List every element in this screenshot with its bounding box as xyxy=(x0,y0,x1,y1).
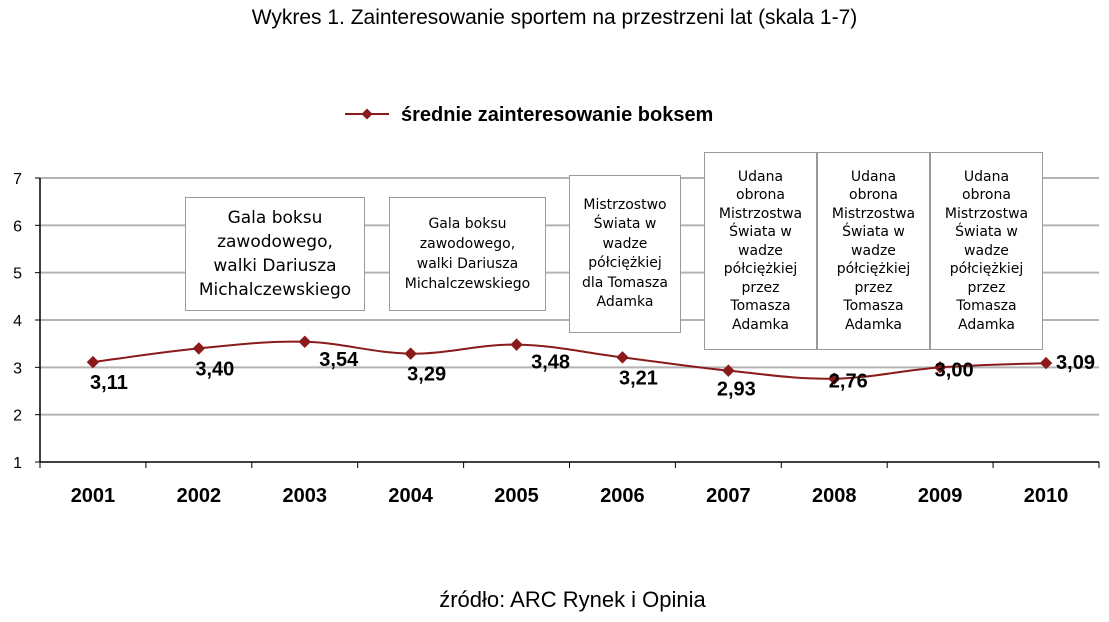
data-point xyxy=(616,351,629,364)
annotation-line: Mistrzostwa xyxy=(831,205,916,222)
annotation-box: Mistrzostwo Świata w wadze półciężkiej dla T… xyxy=(569,175,681,333)
x-tick-label: 2004 xyxy=(388,485,433,507)
annotation-box: Gala boksu zawodowego, walki Dariusza Micha… xyxy=(389,197,546,311)
annotation-text: Udana obrona Mistrzostwa Świata w wadze półci… xyxy=(719,168,802,335)
annotation-box: Udana obrona Mistrzostwa Świata w wadze półci… xyxy=(704,152,817,350)
annotation-line: Gala boksu xyxy=(428,216,507,232)
source-note: źródło: ARC Rynek i Opinia xyxy=(439,587,706,612)
annotation-line: półciężkiej xyxy=(723,261,798,278)
annotation-line: Udana xyxy=(737,168,784,185)
x-tick-label: 2009 xyxy=(918,485,963,507)
data-point xyxy=(510,338,523,351)
annotation-line: Świata w xyxy=(842,224,905,241)
x-tick-label: 2006 xyxy=(600,485,645,507)
y-tick-label: 3 xyxy=(13,360,22,377)
annotation-line: Świata w xyxy=(729,224,792,241)
annotation-line: obrona xyxy=(962,187,1011,204)
annotation-line: walki Dariusza xyxy=(213,256,337,276)
annotation-line: zawodowego, xyxy=(419,236,516,252)
annotation-line: przez xyxy=(741,279,780,296)
annotation-text: Gala boksu zawodowego, walki Dariusza Micha… xyxy=(405,214,530,294)
annotation-text: Udana obrona Mistrzostwa Świata w wadze półci… xyxy=(832,168,915,335)
data-point xyxy=(1039,356,1053,370)
annotation-line: Adamka xyxy=(596,294,654,310)
annotation-line: zawodowego, xyxy=(217,232,333,252)
annotation-line: obrona xyxy=(849,187,898,204)
x-tick-label: 2002 xyxy=(177,485,222,507)
annotation-line: Mistrzostwa xyxy=(944,205,1029,222)
annotation-line: Mistrzostwo xyxy=(583,196,667,213)
annotation-line: wadze xyxy=(851,242,896,259)
x-tick-label: 2007 xyxy=(706,485,751,507)
x-tick-label: 2001 xyxy=(71,485,116,507)
legend-marker xyxy=(361,108,373,120)
annotation-line: Świata w xyxy=(593,216,657,232)
axes: 1 2 3 4 5 6 7 2001 2002 2003 2004 2005 2006 2007 2008 2… xyxy=(13,171,1100,507)
y-tick-label: 1 xyxy=(13,455,22,472)
annotation-line: wadze xyxy=(964,242,1009,259)
annotation-line: obrona xyxy=(736,187,785,204)
x-tick-label: 2010 xyxy=(1024,485,1069,507)
x-tick-label: 2005 xyxy=(494,485,539,507)
annotation-line: walki Dariusza xyxy=(416,256,519,272)
annotation-line: półciężkiej xyxy=(836,261,911,278)
annotation-line: Udana xyxy=(850,168,897,185)
annotation-line: Adamka xyxy=(845,316,902,333)
data-point xyxy=(828,372,841,385)
data-point xyxy=(192,342,206,355)
x-tick-label: 2008 xyxy=(812,485,857,507)
series-line xyxy=(86,335,1053,385)
page-title: Wykres 1. Zainteresowanie sportem na prz… xyxy=(251,6,858,29)
annotation-text: Mistrzostwo Świata w wadze półciężkiej dla T… xyxy=(582,196,668,313)
data-point xyxy=(298,335,311,348)
annotation-line: Adamka xyxy=(732,316,789,333)
annotation-text: Udana obrona Mistrzostwa Świata w wadze półci… xyxy=(945,168,1028,335)
annotation-line: półciężkiej xyxy=(588,255,662,271)
annotation-line: Gala boksu xyxy=(227,208,323,228)
y-tick-label: 6 xyxy=(13,218,22,235)
annotation-line: półciężkiej xyxy=(949,261,1024,278)
data-point xyxy=(86,355,100,369)
annotation-line: dla Tomasza xyxy=(582,274,668,291)
annotation-line: Michalczewskiego xyxy=(198,280,352,300)
legend-label: średnie zainteresowanie boksem xyxy=(401,104,713,126)
data-point xyxy=(404,347,417,360)
annotation-box: Udana obrona Mistrzostwa Świata w wadze półci… xyxy=(817,152,930,350)
y-tick-label: 4 xyxy=(13,313,22,330)
y-tick-label: 7 xyxy=(13,171,22,188)
annotation-line: przez xyxy=(967,279,1006,296)
x-tick-label: 2003 xyxy=(283,485,328,507)
annotation-line: Udana xyxy=(963,168,1010,185)
annotation-box: Gala boksu zawodowego, walki Dariusza Micha… xyxy=(185,197,365,311)
annotation-line: przez xyxy=(854,279,893,296)
annotation-line: Adamka xyxy=(958,316,1015,333)
series-path xyxy=(92,340,1047,380)
annotation-line: wadze xyxy=(602,235,648,252)
y-tick-label: 5 xyxy=(13,266,22,283)
data-point xyxy=(933,361,947,374)
annotation-line: Tomasza xyxy=(730,298,791,315)
annotation-line: wadze xyxy=(738,242,783,259)
annotation-line: Tomasza xyxy=(956,298,1017,315)
annotation-text: Gala boksu zawodowego, walki Dariusza Micha… xyxy=(199,206,351,302)
annotation-box: Udana obrona Mistrzostwa Świata w wadze półci… xyxy=(930,152,1043,350)
data-point xyxy=(722,364,735,377)
annotation-line: Tomasza xyxy=(843,298,904,315)
y-tick-label: 2 xyxy=(13,408,22,425)
annotation-line: Michalczewskiego xyxy=(404,276,531,292)
annotation-line: Mistrzostwa xyxy=(718,205,803,222)
annotation-line: Świata w xyxy=(955,224,1018,241)
legend: średnie zainteresowanie boksem xyxy=(345,104,713,126)
